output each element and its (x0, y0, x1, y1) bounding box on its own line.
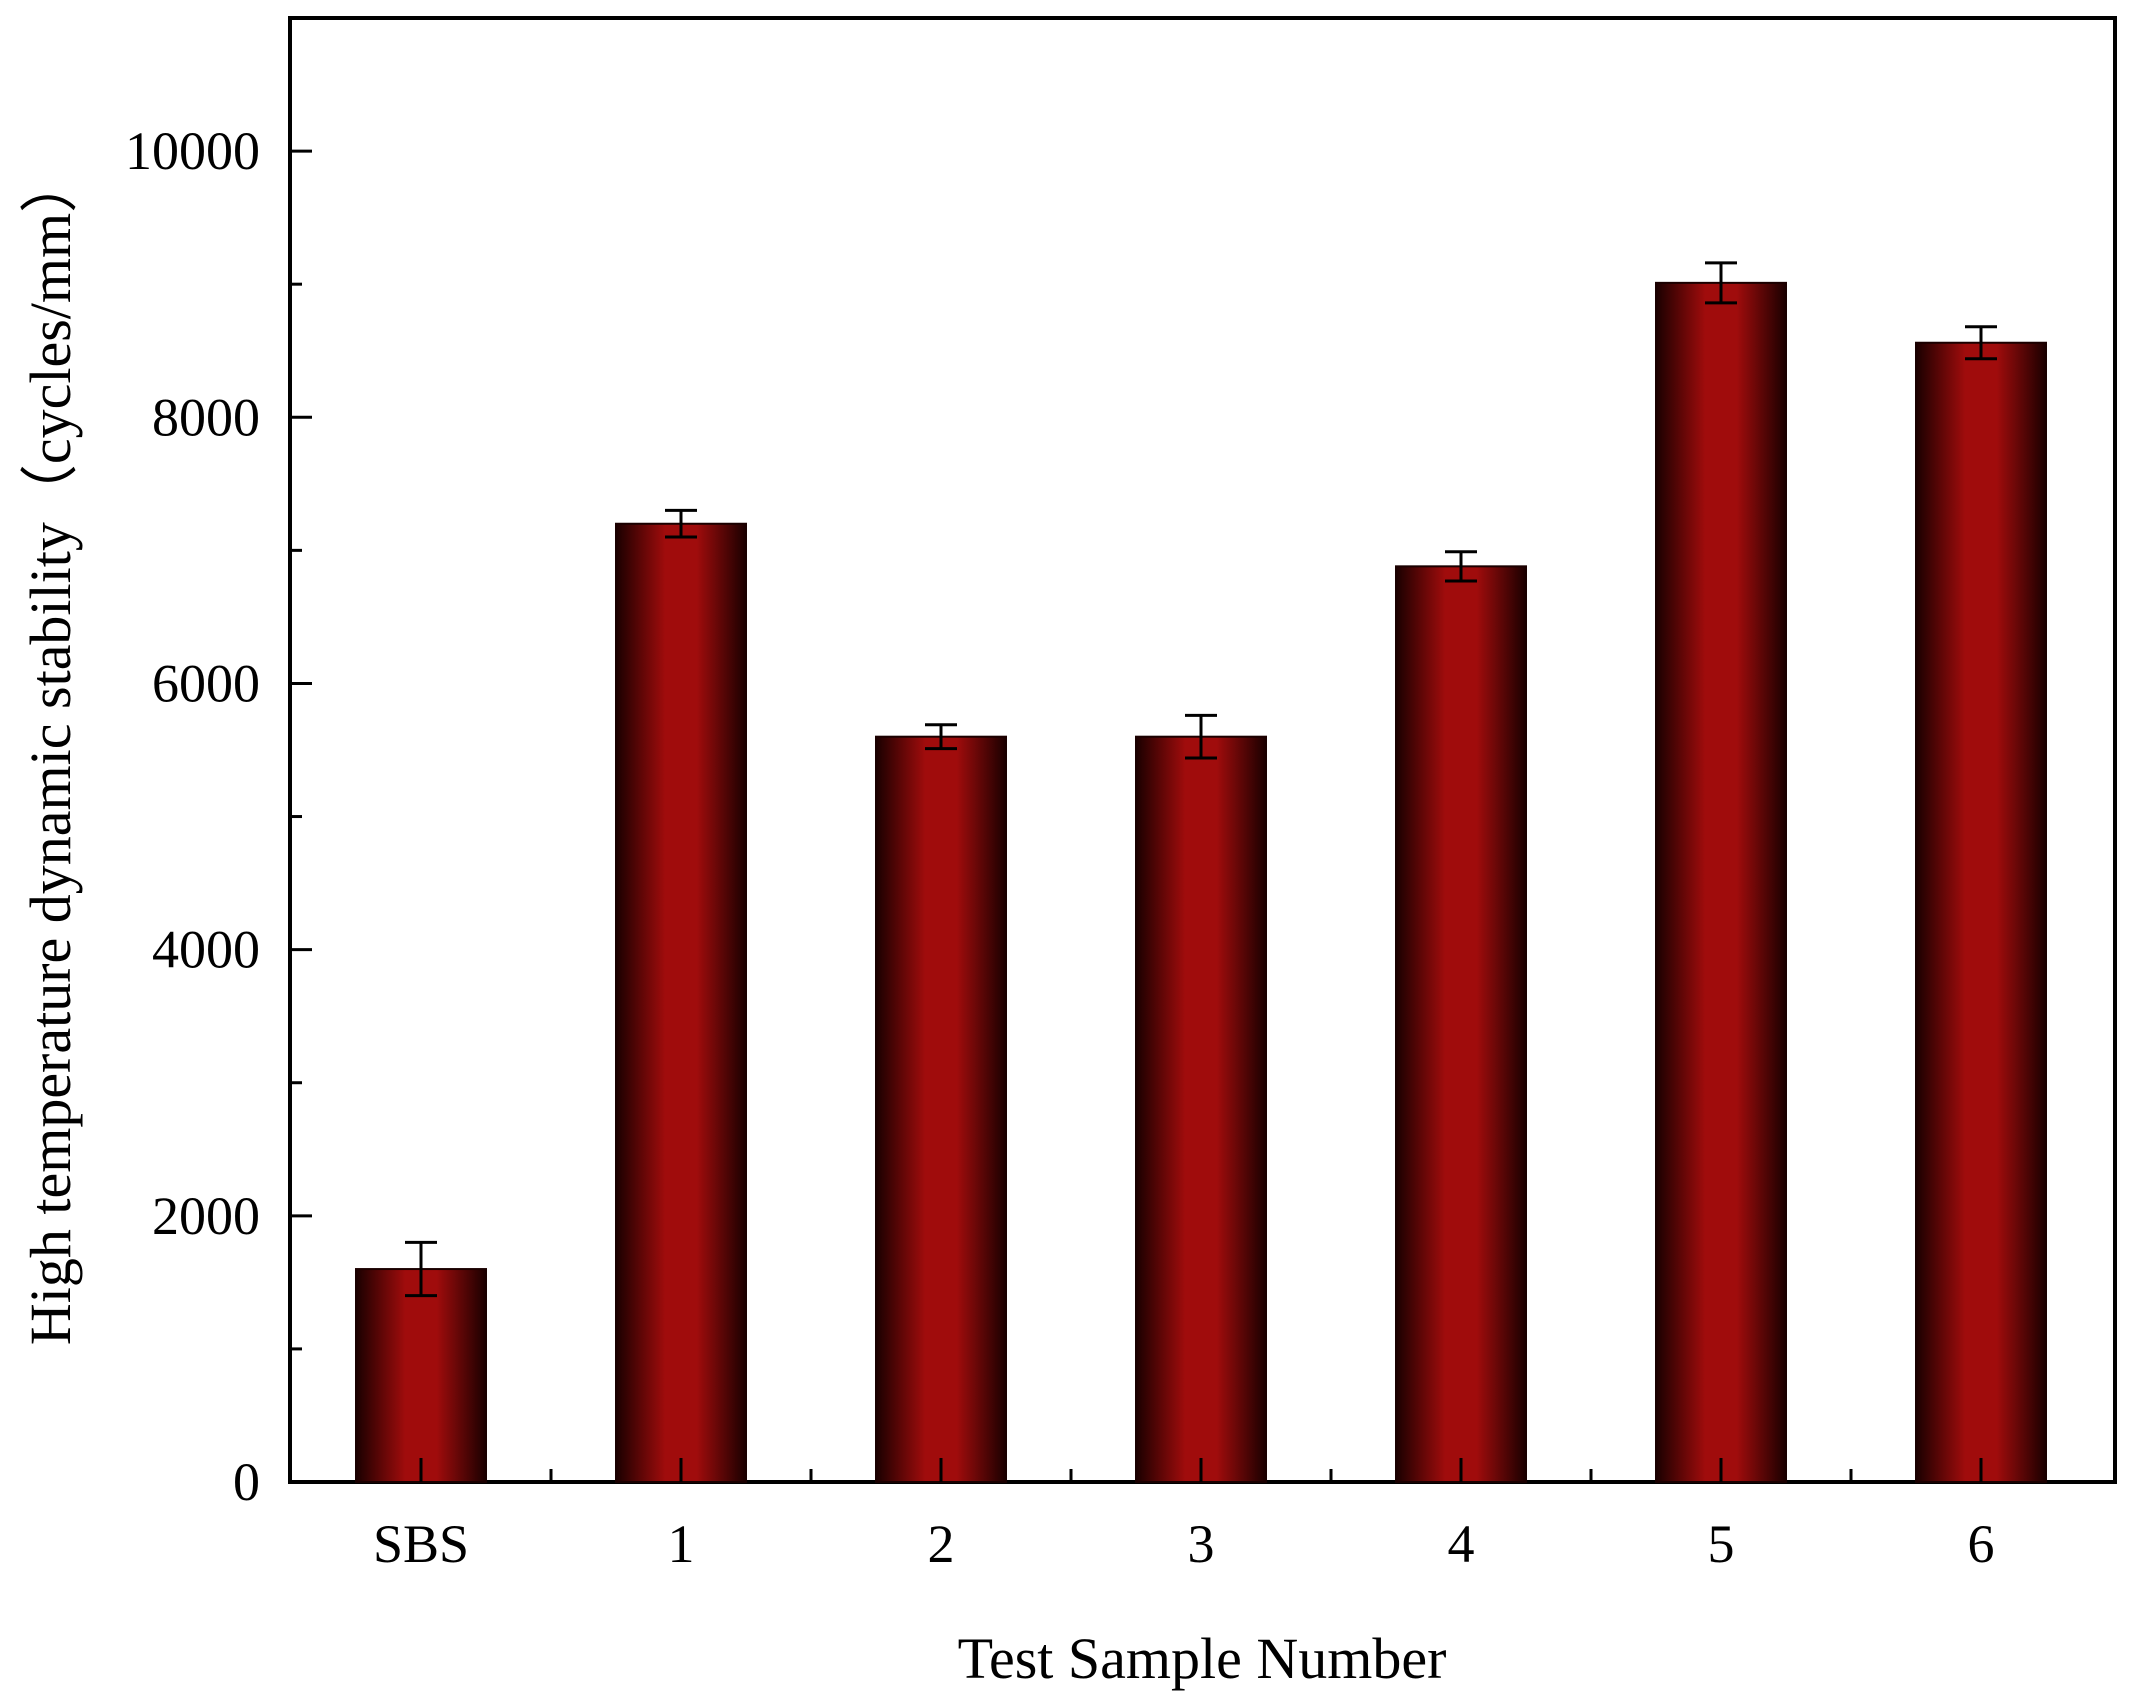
y-tick-label-10000: 10000 (125, 121, 260, 181)
y-tick-label-0: 0 (233, 1452, 260, 1512)
x-axis: SBS 1 2 3 4 5 6 (373, 1458, 1995, 1574)
x-tick-label-2: 2 (928, 1514, 955, 1574)
error-bar-1 (665, 508, 697, 539)
x-tick-label-3: 3 (1188, 1514, 1215, 1574)
y-axis: 0 2000 4000 6000 8000 10000 (125, 121, 312, 1512)
y-tick-label-6000: 6000 (152, 653, 260, 713)
bar-SBS (355, 1268, 487, 1484)
x-tick-label-5: 5 (1708, 1514, 1735, 1574)
y-axis-title: High temperature dynamic stability（cycle… (18, 155, 83, 1345)
bar-3 (1135, 735, 1267, 1483)
x-tick-label-SBS: SBS (373, 1514, 469, 1574)
error-bars-layer (405, 261, 1997, 1298)
error-bar-2 (925, 723, 957, 751)
error-bar-5 (1705, 261, 1737, 305)
error-bar-6 (1965, 325, 1997, 361)
x-tick-label-1: 1 (668, 1514, 695, 1574)
error-bar-4 (1445, 550, 1477, 583)
y-tick-label-4000: 4000 (152, 920, 260, 980)
y-tick-label-8000: 8000 (152, 387, 260, 447)
x-axis-title: Test Sample Number (958, 1626, 1447, 1691)
x-tick-label-4: 4 (1448, 1514, 1475, 1574)
y-tick-label-2000: 2000 (152, 1186, 260, 1246)
error-bar-3 (1185, 713, 1217, 760)
x-tick-label-6: 6 (1968, 1514, 1995, 1574)
bar-1 (615, 522, 747, 1483)
bar-5 (1655, 281, 1787, 1483)
bar-2 (875, 735, 1007, 1483)
bar-4 (1395, 565, 1527, 1483)
bar-6 (1915, 341, 2047, 1483)
bars-layer (355, 281, 2047, 1484)
error-bar-SBS (405, 1240, 437, 1298)
